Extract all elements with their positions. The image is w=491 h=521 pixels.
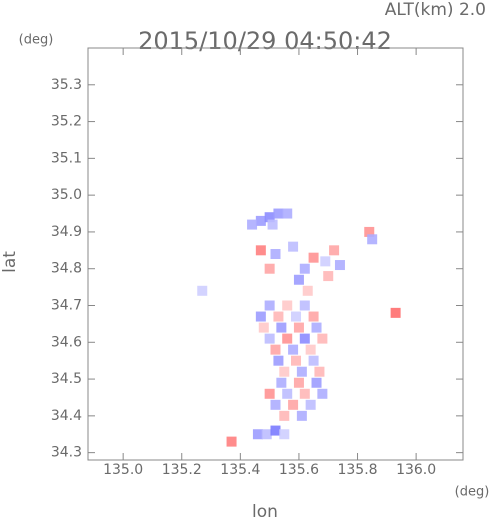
radar-cell: [264, 212, 275, 223]
y-unit: (deg): [19, 33, 54, 48]
radar-cell: [299, 333, 310, 344]
radar-cell: [288, 399, 299, 410]
radar-cell: [255, 245, 266, 256]
y-tick-label: 34.3: [51, 445, 82, 461]
radar-cell: [258, 322, 269, 333]
radar-cell: [261, 429, 272, 440]
y-tick-label: 34.8: [51, 261, 82, 277]
radar-cell: [282, 333, 293, 344]
radar-cell: [314, 366, 325, 377]
y-tick-label: 34.4: [51, 408, 82, 424]
y-tick-label: 35.0: [51, 187, 82, 203]
radar-cell: [252, 429, 263, 440]
radar-cell: [311, 377, 322, 388]
radar-cell: [197, 285, 208, 296]
radar-cell: [270, 344, 281, 355]
radar-cell: [270, 425, 281, 436]
radar-cell: [264, 333, 275, 344]
radar-cell: [267, 219, 278, 230]
radar-cell: [270, 399, 281, 410]
radar-cell: [299, 263, 310, 274]
radar-cell: [279, 366, 290, 377]
radar-cell: [390, 307, 401, 318]
y-tick-label: 34.7: [51, 298, 82, 314]
altitude-annotation: ALT(km) 2.0: [385, 0, 486, 20]
radar-cell: [305, 344, 316, 355]
x-unit: (deg): [455, 485, 490, 500]
radar-cell: [276, 377, 287, 388]
radar-cell: [273, 355, 284, 366]
radar-cell: [308, 355, 319, 366]
x-tick-label: 135.6: [279, 462, 319, 478]
y-tick-label: 34.6: [51, 334, 82, 350]
radar-cell: [364, 226, 375, 237]
radar-cell: [273, 311, 284, 322]
radar-cell: [282, 300, 293, 311]
radar-cell: [317, 333, 328, 344]
radar-cell: [291, 355, 302, 366]
radar-cell: [279, 429, 290, 440]
radar-cell: [288, 344, 299, 355]
y-tick-label: 34.5: [51, 371, 82, 387]
radar-cell: [288, 241, 299, 252]
radar-cell: [291, 311, 302, 322]
radar-cell: [264, 263, 275, 274]
radar-cell: [293, 274, 304, 285]
radar-cell: [255, 215, 266, 226]
y-tick-label: 35.3: [51, 77, 82, 93]
radar-cell: [279, 410, 290, 421]
radar-cell: [302, 285, 313, 296]
radar-cell: [299, 388, 310, 399]
x-axis-label: lon: [252, 502, 278, 521]
radar-cell: [329, 245, 340, 256]
x-tick-label: 135.2: [162, 462, 202, 478]
x-tick-label: 136.0: [396, 462, 436, 478]
radar-cell: [255, 311, 266, 322]
radar-cell: [264, 300, 275, 311]
radar-cell: [270, 249, 281, 259]
radar-cell: [282, 208, 293, 219]
radar-cell: [308, 311, 319, 322]
radar-cell: [264, 388, 275, 399]
chart-title: 2015/10/29 04:50:42: [138, 27, 392, 55]
radar-cell: [308, 252, 319, 263]
x-tick-label: 135.8: [337, 462, 377, 478]
radar-cell: [305, 399, 316, 410]
radar-cell: [311, 322, 322, 333]
y-tick-label: 35.1: [51, 150, 82, 166]
y-tick-label: 35.2: [51, 114, 82, 130]
radar-cell: [282, 388, 293, 399]
radar-cell: [320, 256, 331, 267]
radar-cell: [276, 322, 287, 333]
radar-cell: [296, 410, 307, 421]
radar-cell: [317, 388, 328, 399]
radar-cell: [334, 260, 345, 271]
x-tick-label: 135.0: [103, 462, 143, 478]
radar-cell: [273, 208, 284, 219]
y-tick-label: 34.9: [51, 224, 82, 240]
radar-cell: [367, 234, 378, 245]
radar-cell: [296, 366, 307, 377]
radar-cell: [293, 377, 304, 388]
radar-cell: [323, 271, 334, 282]
x-tick-label: 135.4: [220, 462, 260, 478]
radar-cell: [293, 322, 304, 333]
radar-cell: [226, 436, 237, 447]
radar-cell: [247, 219, 258, 230]
radar-cell: [299, 300, 310, 311]
y-axis-label: lat: [0, 251, 20, 273]
plot-frame: [87, 47, 464, 461]
